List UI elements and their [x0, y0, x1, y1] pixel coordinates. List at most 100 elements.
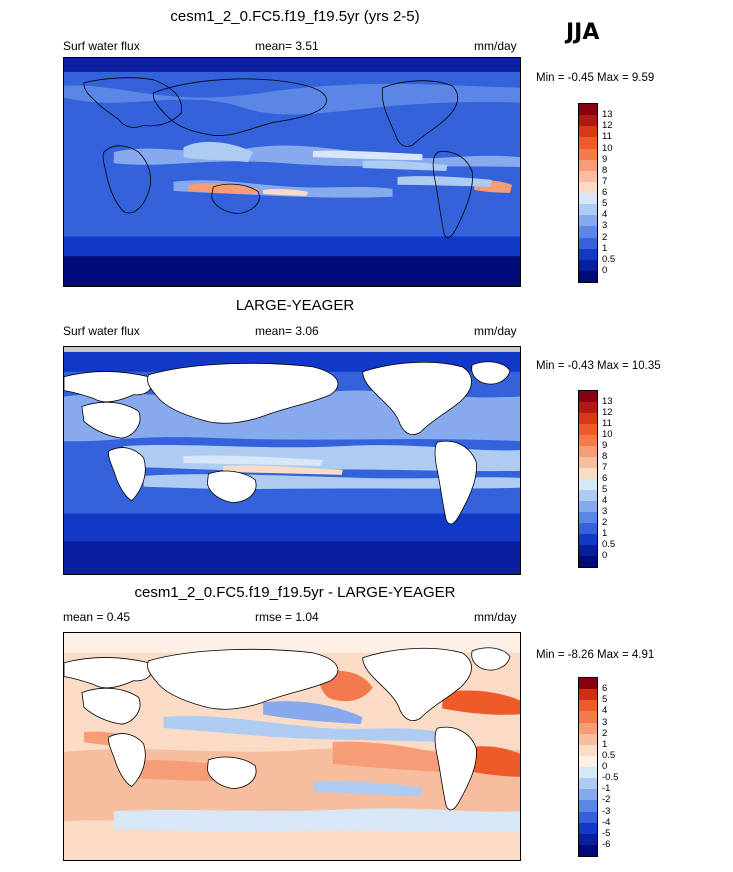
- colorbar-tick-label: 7: [602, 462, 608, 473]
- colorbar-swatch: [579, 689, 597, 701]
- colorbar-swatch: [579, 446, 597, 457]
- colorbar-swatch: [579, 789, 597, 801]
- colorbar-swatch: [579, 424, 597, 435]
- panel2-colorbar: [578, 390, 598, 568]
- panel1-map-svg: [64, 58, 520, 286]
- colorbar-swatch: [579, 402, 597, 413]
- colorbar-tick-label: 0: [602, 264, 608, 276]
- panel2-variable-label: Surf water flux: [63, 324, 140, 338]
- colorbar-swatch: [579, 811, 597, 823]
- panel2-units-label: mm/day: [474, 324, 517, 338]
- colorbar-swatch: [579, 193, 597, 205]
- colorbar-swatch: [579, 767, 597, 779]
- colorbar-swatch: [579, 204, 597, 216]
- colorbar-swatch: [579, 556, 597, 567]
- colorbar-swatch: [579, 248, 597, 260]
- colorbar-tick-label: 1: [602, 242, 608, 254]
- colorbar-tick-label: 11: [602, 131, 612, 143]
- colorbar-swatch: [579, 678, 597, 690]
- colorbar-tick-label: 1: [602, 738, 608, 750]
- colorbar-swatch: [579, 391, 597, 402]
- colorbar-tick-label: 2: [602, 517, 608, 528]
- panel3-units-label: mm/day: [474, 610, 517, 624]
- colorbar-swatch: [579, 523, 597, 534]
- colorbar-tick-label: -3: [602, 805, 611, 817]
- colorbar-swatch: [579, 479, 597, 490]
- panel1-minmax-label: Min = -0.45 Max = 9.59: [536, 72, 655, 84]
- colorbar-tick-label: 0.5: [602, 539, 616, 550]
- season-label: JJA: [566, 20, 600, 45]
- colorbar-tick-label: 0: [602, 761, 608, 772]
- colorbar-swatch: [579, 512, 597, 523]
- colorbar-tick-label: 0.5: [602, 253, 616, 265]
- colorbar-swatch: [579, 126, 597, 138]
- panel1-map: [63, 57, 521, 287]
- colorbar-swatch: [579, 700, 597, 712]
- colorbar-swatch: [579, 711, 597, 723]
- colorbar-swatch: [579, 833, 597, 845]
- colorbar-swatch: [579, 744, 597, 756]
- colorbar-tick-label: 8: [602, 451, 608, 462]
- panel3-map-svg: [64, 633, 520, 860]
- colorbar-tick-label: 6: [602, 187, 608, 198]
- colorbar-tick-label: 12: [602, 120, 613, 132]
- colorbar-tick-label: 11: [602, 418, 612, 429]
- colorbar-tick-label: 4: [602, 209, 608, 221]
- colorbar-swatch: [579, 822, 597, 834]
- colorbar-tick-label: 12: [602, 407, 613, 418]
- colorbar-swatch: [579, 270, 597, 282]
- colorbar-tick-label: -4: [602, 816, 611, 828]
- colorbar-swatch: [579, 159, 597, 171]
- colorbar-swatch: [579, 722, 597, 734]
- colorbar-swatch: [579, 104, 597, 116]
- colorbar-swatch: [579, 137, 597, 149]
- colorbar-swatch: [579, 413, 597, 424]
- colorbar-tick-label: -1: [602, 783, 611, 795]
- panel2-title: LARGE-YEAGER: [235, 297, 355, 314]
- colorbar-tick-label: -5: [602, 827, 611, 839]
- panel1-variable-label: Surf water flux: [63, 39, 140, 53]
- colorbar-swatch: [579, 844, 597, 856]
- colorbar-swatch: [579, 226, 597, 238]
- colorbar-tick-label: 3: [602, 220, 608, 232]
- colorbar-tick-label: 5: [602, 694, 608, 706]
- panel2-map: [63, 346, 521, 575]
- colorbar-tick-label: 13: [602, 396, 613, 407]
- colorbar-tick-label: 7: [602, 175, 608, 187]
- colorbar-tick-label: 2: [602, 231, 608, 243]
- colorbar-tick-label: 1: [602, 528, 608, 539]
- colorbar-swatch: [579, 181, 597, 193]
- colorbar-tick-label: 6: [602, 473, 608, 484]
- colorbar-swatch: [579, 490, 597, 501]
- panel1-mean-label: mean= 3.51: [255, 39, 319, 53]
- colorbar-swatch: [579, 545, 597, 556]
- colorbar-swatch: [579, 733, 597, 745]
- colorbar-swatch: [579, 800, 597, 812]
- colorbar-tick-label: 4: [602, 705, 608, 717]
- panel2-map-svg: [64, 347, 520, 574]
- colorbar-tick-label: 0: [602, 550, 608, 561]
- panel2-mean-label: mean= 3.06: [255, 324, 319, 338]
- panel3-colorbar: [578, 677, 598, 857]
- panel1-units-label: mm/day: [474, 39, 517, 53]
- panel3-mean-label: mean = 0.45: [63, 610, 131, 624]
- panel1-title: cesm1_2_0.FC5.f19_f19.5yr (yrs 2-5): [170, 8, 420, 25]
- colorbar-swatch: [579, 501, 597, 512]
- panel2-minmax-label: Min = -0.43 Max = 10.35: [536, 360, 661, 372]
- colorbar-tick-label: -0.5: [602, 772, 619, 784]
- colorbar-swatch: [579, 237, 597, 249]
- colorbar-swatch: [579, 457, 597, 468]
- colorbar-tick-label: 9: [602, 440, 608, 451]
- colorbar-tick-label: 5: [602, 198, 608, 210]
- colorbar-tick-label: 13: [602, 109, 613, 121]
- colorbar-tick-label: 6: [602, 683, 608, 695]
- colorbar-tick-label: 10: [602, 429, 613, 440]
- panel1-colorbar: [578, 103, 598, 283]
- colorbar-swatch: [579, 435, 597, 446]
- colorbar-tick-label: 0.5: [602, 749, 616, 761]
- colorbar-tick-label: 5: [602, 484, 608, 495]
- colorbar-swatch: [579, 170, 597, 182]
- panel3-map: [63, 632, 521, 861]
- colorbar-swatch: [579, 534, 597, 545]
- colorbar-tick-label: -2: [602, 794, 611, 806]
